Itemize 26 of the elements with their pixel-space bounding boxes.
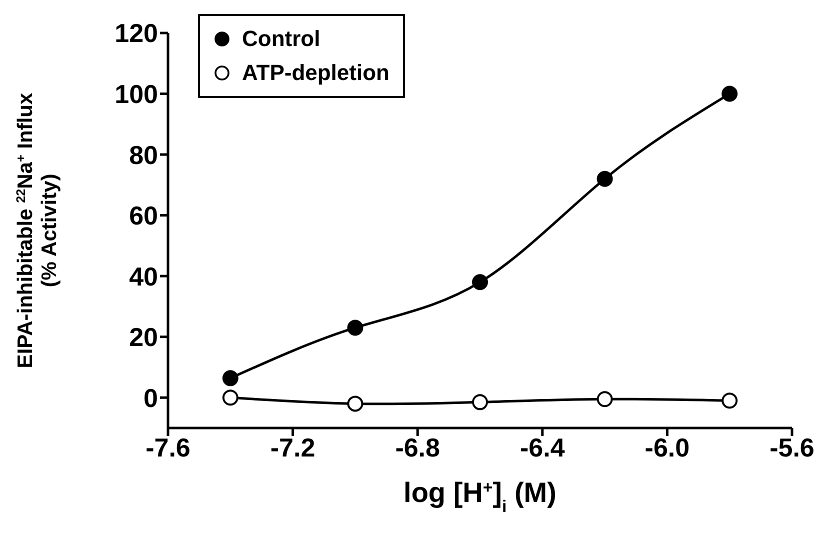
point [722,86,738,102]
x-axis-title: log [H$^{+}$]$_{i}$ (M) [404,477,556,516]
legend-label: ATP-depletion [242,59,390,87]
point [722,392,738,409]
point [347,320,364,336]
x-tick-label: -7.2 [270,432,316,462]
point [596,170,613,187]
x-tick-label: -7.6 [146,432,190,462]
x-tick-label: -5.6 [770,432,814,462]
y-tick-label: 120 [114,18,158,48]
y-tick-label: 80 [129,140,158,170]
y-tick-label: 60 [129,200,158,231]
x-tick-label: -6.8 [395,432,440,462]
y-tick-label: 0 [144,382,158,413]
y-tick-label: 100 [114,79,158,109]
x-tick-label: -6.4 [520,432,566,462]
x-tick-label: -6.0 [644,432,690,462]
y-tick-label: 20 [129,322,158,352]
point [596,391,613,408]
point [472,274,488,290]
y-tick-label: 40 [129,261,158,292]
point [472,394,488,410]
point [222,390,238,406]
legend-label: Control [242,25,320,53]
point [222,370,238,386]
point [347,396,364,412]
